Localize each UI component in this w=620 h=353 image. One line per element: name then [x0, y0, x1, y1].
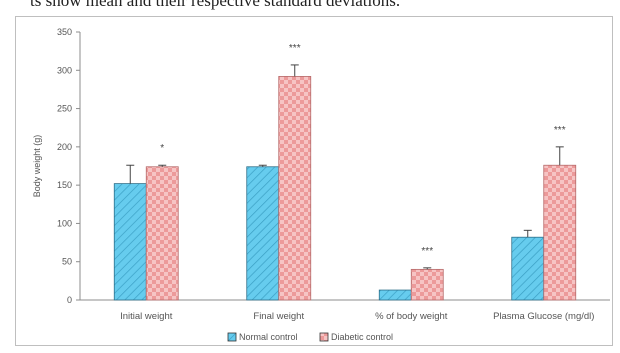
- top-text-fragment: ts show mean and their respective standa…: [0, 0, 620, 24]
- bar-normal-control: [246, 166, 280, 301]
- significance-marker: *: [160, 143, 164, 154]
- bar-diabetic-control: [278, 76, 312, 301]
- y-axis-label: Body weight (g): [32, 135, 42, 198]
- significance-marker: ***: [421, 246, 433, 257]
- y-tick-label: 0: [67, 295, 72, 305]
- x-category-label: Final weight: [253, 311, 304, 322]
- y-tick-label: 200: [57, 142, 72, 152]
- bar-normal-control: [378, 289, 412, 301]
- top-text-fragment-line: ts show mean and their respective standa…: [30, 0, 401, 10]
- y-tick-label: 150: [57, 180, 72, 190]
- x-category-label: % of body weight: [375, 311, 448, 322]
- significance-marker: ***: [289, 43, 301, 54]
- bar-diabetic-control: [145, 166, 179, 301]
- legend-label-diabetic-control: Diabetic control: [331, 332, 393, 342]
- legend-swatch-normal-control: [227, 332, 237, 342]
- y-tick-label: 50: [62, 257, 72, 267]
- bar-diabetic-control: [410, 268, 444, 301]
- y-tick-label: 350: [57, 27, 72, 37]
- y-tick-label: 250: [57, 104, 72, 114]
- bar-diabetic-control: [543, 164, 577, 301]
- chart-legend: Normal control Diabetic control: [227, 332, 393, 342]
- x-category-label: Initial weight: [120, 311, 173, 322]
- chart-bars: [113, 64, 577, 301]
- bar-normal-control: [511, 236, 545, 301]
- x-category-label: Plasma Glucose (mg/dl): [493, 311, 594, 322]
- y-tick-label: 300: [57, 65, 72, 75]
- bar-normal-control: [113, 183, 147, 301]
- legend-label-normal-control: Normal control: [239, 332, 298, 342]
- significance-marker: ***: [554, 125, 566, 136]
- legend-swatch-diabetic-control: [319, 332, 329, 342]
- chart-labels: * Initial weight *** Final weight *** % of bo…: [120, 43, 594, 322]
- y-tick-label: 100: [57, 218, 72, 228]
